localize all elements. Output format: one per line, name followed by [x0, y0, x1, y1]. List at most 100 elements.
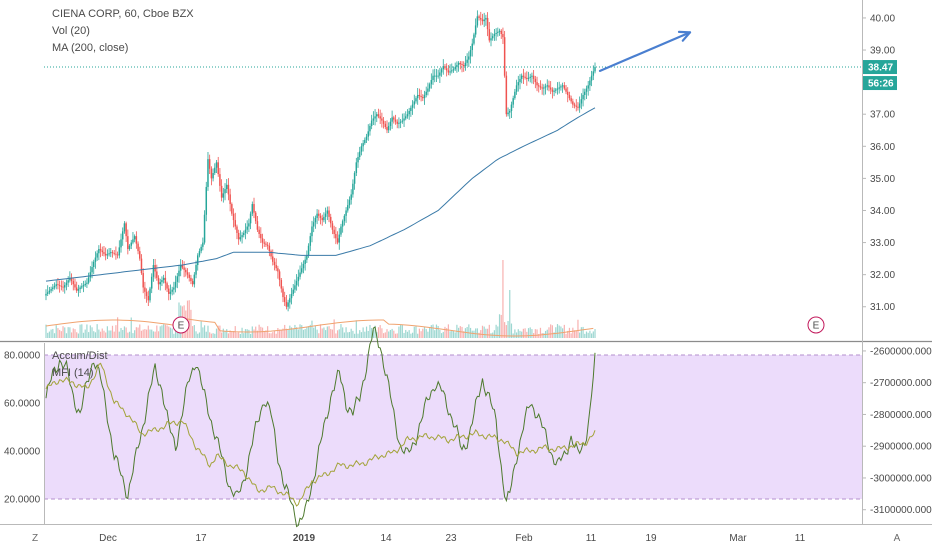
- last-price-badge[interactable]: [863, 60, 897, 75]
- volume-bar: [128, 331, 131, 338]
- volume-bar: [299, 324, 301, 338]
- candle-body: [440, 69, 443, 73]
- candle-body: [544, 86, 547, 88]
- candle: [309, 232, 312, 252]
- candle: [456, 61, 458, 73]
- candle-body: [336, 238, 339, 243]
- volume-bar: [113, 331, 115, 338]
- candle-body: [299, 272, 301, 277]
- candle: [198, 248, 201, 258]
- price-axis-tick-label: 32.00: [870, 270, 895, 281]
- candle-body: [362, 143, 364, 147]
- accum-dist-axis[interactable]: -2600000.0000 -2700000.0000 -2800000.0000 -…: [862, 346, 932, 516]
- candle-body: [173, 287, 175, 290]
- volume-bar: [319, 324, 322, 338]
- candle: [145, 288, 148, 303]
- volume-bar: [117, 317, 119, 338]
- candle-body: [258, 229, 260, 235]
- legend-mfi[interactable]: MFI (14): [52, 367, 94, 379]
- candle-body: [306, 255, 308, 260]
- volume-bar: [560, 326, 562, 338]
- volume-bar: [91, 327, 93, 338]
- earnings-marker-label: E: [813, 321, 820, 332]
- candle-body: [64, 285, 66, 288]
- candle: [347, 199, 349, 213]
- candle: [476, 10, 479, 28]
- mfi-axis[interactable]: 80.0000 60.0000 40.0000 20.0000: [4, 351, 41, 506]
- volume-bar: [573, 330, 576, 338]
- candle: [500, 29, 502, 39]
- candle: [236, 224, 238, 240]
- trend-arrow-drawing[interactable]: [598, 30, 692, 72]
- candle: [123, 221, 126, 234]
- candle-body: [348, 199, 351, 206]
- candle-body: [237, 232, 240, 240]
- legend-accum-dist[interactable]: Accum/Dist: [52, 350, 108, 362]
- candle: [219, 167, 221, 192]
- earnings-marker-circle: [172, 316, 190, 334]
- volume-bar: [548, 327, 550, 338]
- candle: [195, 260, 197, 279]
- volume-bar: [287, 329, 289, 338]
- candle: [142, 268, 144, 294]
- legend-ma[interactable]: MA (200, close): [52, 42, 129, 54]
- zoom-button[interactable]: Z: [32, 533, 38, 544]
- candle-body: [345, 210, 347, 216]
- volume-bar: [110, 330, 112, 338]
- countdown-label: 56:26: [868, 79, 894, 90]
- auto-scale-button[interactable]: A: [894, 533, 901, 544]
- candle-body: [333, 229, 335, 235]
- volume-bar: [156, 325, 158, 338]
- volume-bar: [292, 329, 294, 338]
- candle-body: [509, 111, 511, 113]
- volume-bar: [377, 327, 380, 338]
- volume-bar: [72, 328, 74, 338]
- volume-bar: [226, 329, 228, 338]
- candle: [369, 123, 371, 136]
- candle: [568, 91, 571, 101]
- candle-series[interactable]: [45, 10, 596, 312]
- candle-body: [86, 282, 88, 284]
- candle: [149, 286, 151, 303]
- candle: [268, 242, 271, 257]
- volume-bar: [290, 327, 293, 338]
- candle-body: [179, 265, 182, 271]
- candle: [526, 71, 528, 86]
- candle-body: [191, 281, 194, 285]
- candle-body: [318, 213, 320, 216]
- candle: [507, 107, 509, 117]
- volume-bar: [357, 333, 359, 338]
- price-axis-tick-label: 31.00: [870, 302, 895, 313]
- earnings-marker[interactable]: E: [807, 316, 825, 334]
- volume-bar: [558, 325, 560, 338]
- volume-bar: [105, 332, 107, 338]
- candle: [587, 81, 589, 96]
- candle: [544, 83, 547, 95]
- candle: [415, 96, 417, 104]
- candle: [249, 211, 252, 230]
- candle: [345, 207, 347, 223]
- volume-bar: [232, 331, 235, 338]
- candle-body: [200, 246, 202, 252]
- candle: [490, 32, 492, 47]
- candle-body: [321, 217, 323, 221]
- volume-bar: [417, 333, 419, 338]
- volume-bar: [360, 332, 363, 338]
- earnings-marker[interactable]: E: [172, 316, 190, 334]
- legend-symbol[interactable]: CIENA CORP, 60, Cboe BZX: [52, 8, 194, 20]
- time-axis[interactable]: Dec 17 2019 14 23 Feb 11 19 Mar 11: [99, 533, 806, 544]
- candle: [156, 264, 158, 281]
- candle: [495, 28, 497, 41]
- candle-body: [239, 237, 242, 240]
- candle-body: [563, 85, 566, 89]
- volume-bar: [229, 330, 231, 338]
- candle-body: [241, 235, 243, 238]
- candle: [386, 120, 388, 134]
- candle: [244, 223, 247, 240]
- volume-bar: [359, 330, 361, 338]
- legend-volume[interactable]: Vol (20): [52, 25, 90, 37]
- mfi-axis-tick-label: 20.0000: [4, 495, 41, 506]
- candle-body: [202, 242, 204, 247]
- candle: [423, 90, 426, 105]
